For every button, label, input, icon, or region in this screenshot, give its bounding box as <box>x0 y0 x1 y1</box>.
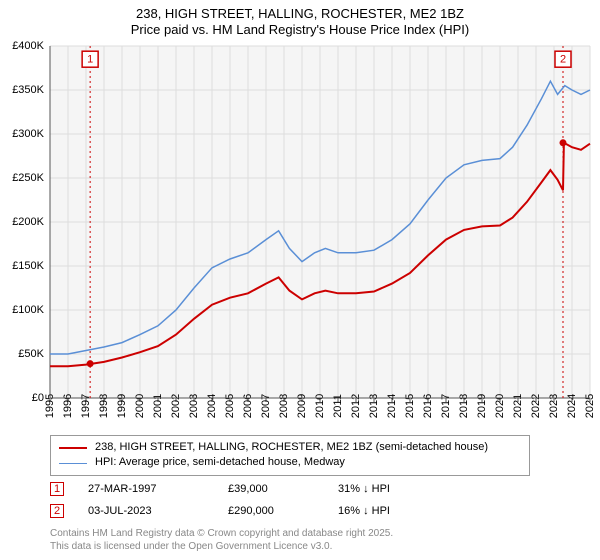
transaction-date: 27-MAR-1997 <box>88 483 228 495</box>
y-tick-label: £250K <box>12 172 44 184</box>
x-tick-label: 2025 <box>584 394 596 418</box>
x-tick-label: 2007 <box>260 394 272 418</box>
plot-area: £0£50K£100K£150K£200K£250K£300K£350K£400… <box>50 46 590 398</box>
x-tick-label: 2021 <box>512 394 524 418</box>
y-tick-label: £150K <box>12 260 44 272</box>
y-tick-label: £100K <box>12 304 44 316</box>
y-tick-label: £200K <box>12 216 44 228</box>
legend: 238, HIGH STREET, HALLING, ROCHESTER, ME… <box>50 435 530 476</box>
x-tick-label: 2015 <box>404 394 416 418</box>
attribution-line-2: This data is licensed under the Open Gov… <box>50 541 393 554</box>
x-tick-label: 2001 <box>152 394 164 418</box>
x-tick-label: 2017 <box>440 394 452 418</box>
x-tick-label: 1999 <box>116 394 128 418</box>
attribution-line-1: Contains HM Land Registry data © Crown c… <box>50 528 393 541</box>
transaction-price: £39,000 <box>228 483 338 495</box>
x-tick-label: 2004 <box>206 394 218 418</box>
transaction-date: 03-JUL-2023 <box>88 505 228 517</box>
y-tick-label: £50K <box>18 348 44 360</box>
legend-row: 238, HIGH STREET, HALLING, ROCHESTER, ME… <box>59 440 521 455</box>
chart-title: 238, HIGH STREET, HALLING, ROCHESTER, ME… <box>0 6 600 39</box>
legend-label: HPI: Average price, semi-detached house,… <box>95 455 345 470</box>
transaction-dot <box>87 360 94 367</box>
x-tick-label: 2008 <box>278 394 290 418</box>
transaction-dot <box>560 139 567 146</box>
marker-label: 2 <box>560 54 566 66</box>
x-tick-label: 2013 <box>368 394 380 418</box>
transaction-row: 2 03-JUL-2023£290,00016% ↓ HPI <box>50 500 458 522</box>
y-tick-label: £350K <box>12 84 44 96</box>
title-line-1: 238, HIGH STREET, HALLING, ROCHESTER, ME… <box>0 6 600 22</box>
chart-container: 238, HIGH STREET, HALLING, ROCHESTER, ME… <box>0 0 600 560</box>
x-tick-label: 2005 <box>224 394 236 418</box>
x-tick-label: 2003 <box>188 394 200 418</box>
x-tick-label: 2016 <box>422 394 434 418</box>
x-tick-label: 2000 <box>134 394 146 418</box>
x-tick-label: 1998 <box>98 394 110 418</box>
legend-label: 238, HIGH STREET, HALLING, ROCHESTER, ME… <box>95 440 488 455</box>
x-tick-label: 2010 <box>314 394 326 418</box>
x-tick-label: 2002 <box>170 394 182 418</box>
transaction-marker: 2 <box>50 504 64 518</box>
y-tick-label: £400K <box>12 40 44 52</box>
chart-svg: £0£50K£100K£150K£200K£250K£300K£350K£400… <box>50 46 590 398</box>
x-tick-label: 2014 <box>386 394 398 418</box>
x-tick-label: 2023 <box>548 394 560 418</box>
transaction-price: £290,000 <box>228 505 338 517</box>
y-tick-label: £300K <box>12 128 44 140</box>
transaction-delta: 16% ↓ HPI <box>338 505 458 517</box>
x-tick-label: 2012 <box>350 394 362 418</box>
legend-swatch <box>59 447 87 449</box>
x-tick-label: 2006 <box>242 394 254 418</box>
x-tick-label: 1996 <box>62 394 74 418</box>
x-tick-label: 2022 <box>530 394 542 418</box>
transaction-delta: 31% ↓ HPI <box>338 483 458 495</box>
legend-swatch <box>59 463 87 464</box>
marker-label: 1 <box>87 54 93 66</box>
x-tick-label: 2024 <box>566 394 578 418</box>
x-tick-label: 2020 <box>494 394 506 418</box>
transactions-table: 1 27-MAR-1997£39,00031% ↓ HPI 2 03-JUL-2023… <box>50 478 458 522</box>
transaction-row: 1 27-MAR-1997£39,00031% ↓ HPI <box>50 478 458 500</box>
title-line-2: Price paid vs. HM Land Registry's House … <box>0 22 600 38</box>
attribution: Contains HM Land Registry data © Crown c… <box>50 528 393 553</box>
legend-row: HPI: Average price, semi-detached house,… <box>59 455 521 470</box>
transaction-marker: 1 <box>50 482 64 496</box>
x-tick-label: 2018 <box>458 394 470 418</box>
y-tick-label: £0 <box>32 392 44 404</box>
x-tick-label: 2009 <box>296 394 308 418</box>
x-tick-label: 2019 <box>476 394 488 418</box>
